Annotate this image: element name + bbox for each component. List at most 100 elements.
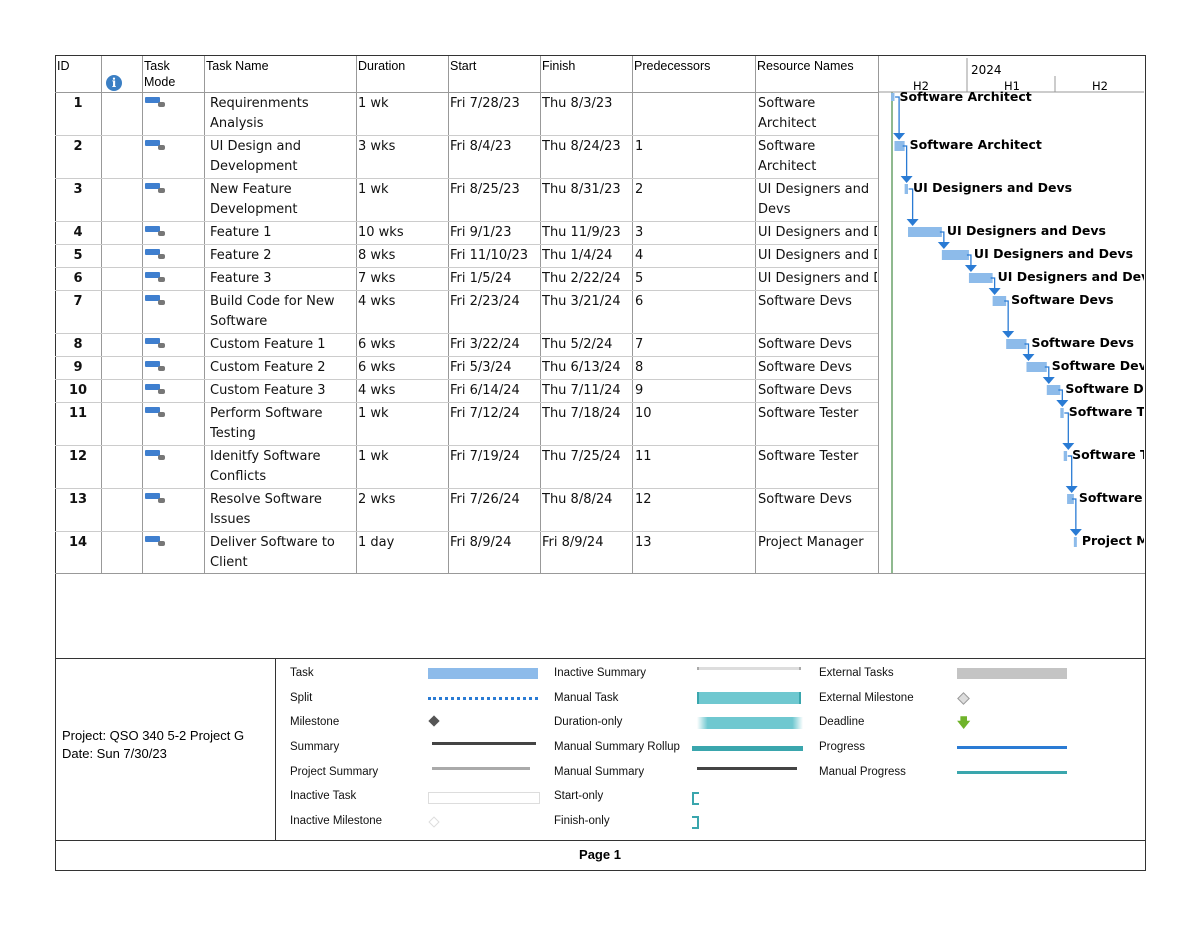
table-row[interactable]: 8 Custom Feature 1 6 wks Fri 3/22/24 Thu 5/2… <box>55 333 878 356</box>
task-bar[interactable] <box>941 250 969 260</box>
column-header-id[interactable]: ID <box>57 59 70 73</box>
dependency-link <box>895 96 900 139</box>
table-row[interactable]: 13 Resolve Software Issues 2 wks Fri 7/26/24… <box>55 488 878 531</box>
project-date: Date: Sun 7/30/23 <box>62 746 167 761</box>
dependency-link <box>908 188 914 225</box>
project-start-line <box>891 92 893 573</box>
task-bar[interactable] <box>1067 494 1074 504</box>
legend-label: Inactive Task <box>290 790 357 802</box>
task-duration: 1 day <box>358 535 395 550</box>
column-header-start[interactable]: Start <box>450 59 477 73</box>
column-header-duration[interactable]: Duration <box>358 59 406 73</box>
link-arrow <box>906 219 919 226</box>
legend-label: Inactive Summary <box>554 667 647 679</box>
page-number: Page 1 <box>579 847 621 862</box>
task-name: Resolve Software <box>210 492 322 507</box>
bar-label: Software Tester <box>1072 447 1144 462</box>
column-header-mode[interactable]: Task Mode <box>144 59 176 89</box>
legend-external-tasks-symbol <box>957 668 1067 679</box>
table-row[interactable]: 6 Feature 3 7 wks Fri 1/5/24 Thu 2/22/24 5 UI … <box>55 267 878 290</box>
task-resource: Architect <box>758 159 817 174</box>
task-bar[interactable] <box>1060 408 1064 418</box>
task-start: Fri 11/10/23 <box>450 248 529 263</box>
task-name: Development <box>210 159 298 174</box>
column-header-finish[interactable]: Finish <box>542 59 576 73</box>
task-id: 13 <box>68 492 88 507</box>
task-predecessors: 6 <box>635 294 644 309</box>
link-arrow <box>1062 443 1075 450</box>
task-bar[interactable] <box>894 141 905 151</box>
row-divider <box>55 333 878 334</box>
task-finish: Thu 8/24/23 <box>542 139 621 154</box>
task-start: Fri 8/25/23 <box>450 182 520 197</box>
table-row[interactable]: 12 Idenitfy Software Conflicts 1 wk Fri 7/19… <box>55 445 878 488</box>
column-header-resources[interactable]: Resource Names <box>757 59 854 73</box>
table-row[interactable]: 10 Custom Feature 3 4 wks Fri 6/14/24 Thu 7/… <box>55 379 878 402</box>
task-name: Feature 2 <box>210 248 272 263</box>
legend-label: Progress <box>819 741 866 753</box>
task-predecessors: 9 <box>635 383 644 398</box>
auto-schedule-icon <box>145 183 167 195</box>
task-start: Fri 8/9/24 <box>450 535 512 550</box>
task-bar[interactable] <box>1073 537 1077 547</box>
task-bar[interactable] <box>1026 362 1047 372</box>
table-row[interactable]: 2 UI Design and Development 3 wks Fri 8/4/23… <box>55 135 878 178</box>
table-row[interactable]: 1 Requirenments Analysis 1 wk Fri 7/28/23 Thu… <box>55 92 878 135</box>
task-resource: UI Designers and Devs <box>758 225 877 240</box>
task-bar[interactable] <box>904 184 909 194</box>
link-arrow <box>900 176 913 183</box>
table-row[interactable]: 7 Build Code for New Software 4 wks Fri 2/23… <box>55 290 878 333</box>
auto-schedule-icon <box>145 97 167 109</box>
task-resource: Software Tester <box>758 449 859 464</box>
table-row[interactable]: 11 Perform Software Testing 1 wk Fri 7/12/24… <box>55 402 878 445</box>
timescale-half: H2 <box>913 79 929 93</box>
task-id: 2 <box>73 139 83 154</box>
task-resource: UI Designers and <box>758 182 870 197</box>
link-arrow <box>893 133 906 140</box>
legend-label: Start-only <box>554 790 604 802</box>
task-bar[interactable] <box>908 227 942 237</box>
task-name: Deliver Software to <box>210 535 335 550</box>
task-predecessors: 11 <box>635 449 652 464</box>
task-finish: Thu 7/25/24 <box>542 449 621 464</box>
legend-label: External Tasks <box>819 667 894 679</box>
column-header-name[interactable]: Task Name <box>206 59 269 73</box>
task-duration: 8 wks <box>358 248 396 263</box>
table-row[interactable]: 14 Deliver Software to Client 1 day Fri 8/9/… <box>55 531 878 573</box>
task-id: 10 <box>68 383 88 398</box>
task-bar[interactable] <box>968 273 993 283</box>
task-resource: Software Devs <box>758 360 852 375</box>
task-finish: Thu 2/22/24 <box>542 271 621 286</box>
table-row[interactable]: 3 New Feature Development 1 wk Fri 8/25/23 Th… <box>55 178 878 221</box>
legend-label: Manual Task <box>554 692 619 704</box>
row-divider <box>55 445 878 446</box>
task-bar[interactable] <box>1063 451 1068 461</box>
task-name: Requirenments <box>210 96 309 111</box>
task-duration: 1 wk <box>358 96 389 111</box>
table-row[interactable]: 5 Feature 2 8 wks Fri 11/10/23 Thu 1/4/24 4 UI… <box>55 244 878 267</box>
table-row[interactable]: 9 Custom Feature 2 6 wks Fri 5/3/24 Thu 6/13… <box>55 356 878 379</box>
task-finish: Thu 3/21/24 <box>542 294 621 309</box>
task-resource: UI Designers and Devs <box>758 271 877 286</box>
task-bar[interactable] <box>1006 339 1027 349</box>
legend-label: Deadline <box>819 716 865 728</box>
auto-schedule-icon <box>145 361 167 373</box>
row-divider <box>55 178 878 179</box>
task-name: Conflicts <box>210 469 267 484</box>
task-name: Build Code for New <box>210 294 335 309</box>
project-name: Project: QSO 340 5-2 Project G <box>62 728 245 743</box>
row-divider <box>55 221 878 222</box>
task-name: Custom Feature 3 <box>210 383 326 398</box>
task-bar[interactable] <box>992 296 1007 306</box>
task-resource: Software <box>758 96 816 111</box>
legend-task-symbol <box>428 668 538 679</box>
task-bar[interactable] <box>1046 385 1061 395</box>
bar-label: Software Tester <box>1069 404 1144 419</box>
column-divider <box>448 56 449 573</box>
legend-label: External Milestone <box>819 692 914 704</box>
column-divider <box>204 56 205 573</box>
column-header-predecessors[interactable]: Predecessors <box>634 59 711 73</box>
task-bar[interactable] <box>891 93 895 101</box>
table-row[interactable]: 4 Feature 1 10 wks Fri 9/1/23 Thu 11/9/23 3 UI… <box>55 221 878 244</box>
